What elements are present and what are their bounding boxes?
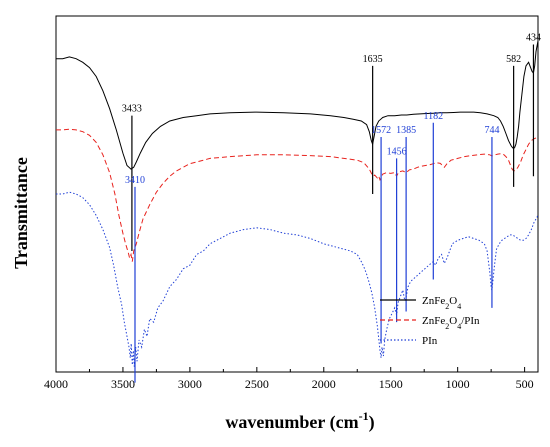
x-tick-label: 4000	[44, 377, 68, 391]
x-tick-label: 1500	[379, 377, 403, 391]
legend-label: ZnFe2O4/PIn	[422, 315, 480, 331]
peak-label-1385: 1385	[396, 125, 416, 136]
peak-label-1182: 1182	[423, 111, 443, 122]
x-axis-title-superscript: -1	[359, 409, 369, 423]
peak-label-3410: 3410	[125, 175, 145, 186]
series-line-pin	[56, 191, 539, 367]
x-tick-label: 500	[516, 377, 534, 391]
x-tick-label: 1000	[446, 377, 470, 391]
x-tick-layer: 4000 3500 3000 2500 2000 1500 1000 500	[44, 367, 534, 391]
peak-label-744: 744	[484, 125, 499, 136]
peak-marker-layer: 3433 1635 582 434 3410 1572 1456 1385 1182 744	[122, 32, 541, 383]
x-axis-title: wavenumber (cm-1)	[225, 409, 374, 433]
legend-label: PIn	[422, 335, 438, 347]
peak-label-1572: 1572	[371, 125, 391, 136]
series-layer	[56, 40, 539, 367]
peak-label-3433: 3433	[122, 104, 142, 115]
peak-label-582: 582	[506, 54, 521, 65]
peak-label-1456: 1456	[387, 146, 407, 157]
x-axis-title-main: wavenumber (cm	[225, 412, 358, 433]
series-line-znfe2o4	[56, 40, 539, 170]
x-tick-label: 2000	[312, 377, 336, 391]
x-tick-label: 3000	[178, 377, 202, 391]
legend-label: ZnFe2O4	[422, 295, 461, 311]
x-axis-title-close: )	[369, 412, 375, 433]
peak-label-1635: 1635	[363, 54, 383, 65]
x-tick-label: 3500	[111, 377, 135, 391]
x-tick-label: 2500	[245, 377, 269, 391]
legend: ZnFe2O4 ZnFe2O4/PIn PIn	[380, 295, 480, 347]
peak-label-434: 434	[526, 32, 541, 43]
y-axis-title: Transmittance	[11, 157, 31, 269]
series-line-znfe2o4-pin	[56, 128, 539, 262]
